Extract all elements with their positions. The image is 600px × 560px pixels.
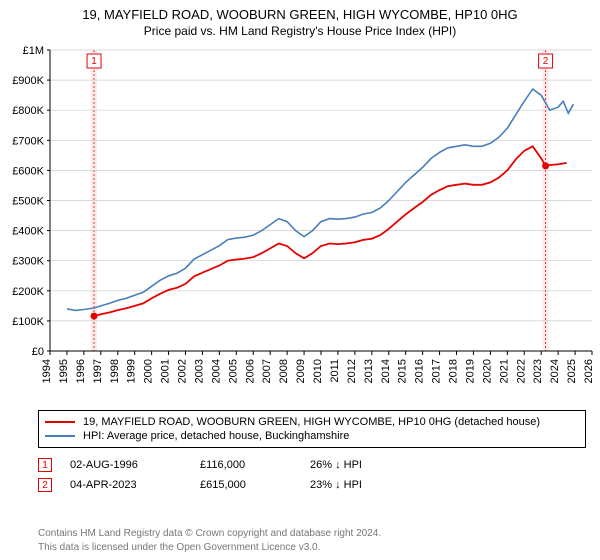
svg-text:1994: 1994 [41, 359, 53, 383]
svg-text:2021: 2021 [498, 359, 510, 383]
marker-diff: 23% ↓ HPI [310, 479, 430, 491]
svg-text:£0: £0 [32, 346, 44, 358]
svg-text:1999: 1999 [126, 359, 138, 383]
marker-row: 2 04-APR-2023 £615,000 23% ↓ HPI [38, 475, 586, 495]
svg-text:2011: 2011 [329, 359, 341, 383]
footer-line: Contains HM Land Registry data © Crown c… [38, 527, 381, 541]
svg-text:2006: 2006 [244, 359, 256, 383]
svg-text:2008: 2008 [278, 359, 290, 383]
marker-badge: 1 [38, 458, 52, 472]
svg-text:2019: 2019 [464, 359, 476, 383]
marker-table: 1 02-AUG-1996 £116,000 26% ↓ HPI 2 04-AP… [38, 455, 586, 495]
svg-text:2017: 2017 [431, 359, 443, 383]
line-chart-svg: £0 £100K £200K £300K £400K £500K £600K £700K £80… [0, 44, 600, 399]
svg-text:2010: 2010 [312, 359, 324, 383]
footer: Contains HM Land Registry data © Crown c… [38, 527, 381, 554]
legend-swatch [45, 421, 75, 423]
svg-text:£100K: £100K [12, 316, 44, 328]
svg-text:£800K: £800K [12, 105, 44, 117]
svg-text:2015: 2015 [397, 359, 409, 383]
marker-diff: 26% ↓ HPI [310, 459, 430, 471]
svg-text:£200K: £200K [12, 286, 44, 298]
marker-date: 02-AUG-1996 [70, 459, 200, 471]
svg-text:2020: 2020 [481, 359, 493, 383]
svg-text:2016: 2016 [414, 359, 426, 383]
svg-text:£700K: £700K [12, 135, 44, 147]
marker-row: 1 02-AUG-1996 £116,000 26% ↓ HPI [38, 455, 586, 475]
footer-line: This data is licensed under the Open Gov… [38, 541, 381, 555]
marker-price: £116,000 [200, 459, 310, 471]
svg-text:2001: 2001 [160, 359, 172, 383]
svg-text:1995: 1995 [58, 359, 70, 383]
svg-text:2022: 2022 [515, 359, 527, 383]
svg-text:2024: 2024 [549, 359, 561, 383]
legend-label: 19, MAYFIELD ROAD, WOOBURN GREEN, HIGH W… [83, 416, 540, 428]
svg-text:1996: 1996 [75, 359, 87, 383]
chart-title: 19, MAYFIELD ROAD, WOOBURN GREEN, HIGH W… [0, 0, 600, 24]
svg-text:£300K: £300K [12, 256, 44, 268]
svg-text:2: 2 [543, 56, 549, 67]
svg-text:2005: 2005 [227, 359, 239, 383]
svg-text:2009: 2009 [295, 359, 307, 383]
marker-price: £615,000 [200, 479, 310, 491]
svg-text:£600K: £600K [12, 165, 44, 177]
chart-container: 19, MAYFIELD ROAD, WOOBURN GREEN, HIGH W… [0, 0, 600, 560]
svg-text:2025: 2025 [566, 359, 578, 383]
svg-text:2012: 2012 [346, 359, 358, 383]
legend-row: 19, MAYFIELD ROAD, WOOBURN GREEN, HIGH W… [45, 415, 579, 429]
svg-text:1: 1 [91, 56, 97, 67]
svg-text:£1M: £1M [23, 45, 44, 57]
svg-text:2007: 2007 [261, 359, 273, 383]
svg-text:2014: 2014 [380, 359, 392, 383]
legend-row: HPI: Average price, detached house, Buck… [45, 429, 579, 443]
svg-text:1997: 1997 [92, 359, 104, 383]
legend-swatch [45, 435, 75, 437]
svg-text:2000: 2000 [143, 359, 155, 383]
svg-text:2013: 2013 [363, 359, 375, 383]
chart-subtitle: Price paid vs. HM Land Registry's House … [0, 24, 600, 42]
chart-area: £0 £100K £200K £300K £400K £500K £600K £700K £80… [0, 44, 600, 399]
marker-badge: 2 [38, 478, 52, 492]
legend: 19, MAYFIELD ROAD, WOOBURN GREEN, HIGH W… [38, 410, 586, 448]
marker-date: 04-APR-2023 [70, 479, 200, 491]
svg-text:2018: 2018 [448, 359, 460, 383]
svg-text:£900K: £900K [12, 75, 44, 87]
svg-text:2002: 2002 [177, 359, 189, 383]
svg-text:2023: 2023 [532, 359, 544, 383]
svg-text:£400K: £400K [12, 226, 44, 238]
svg-text:1998: 1998 [109, 359, 121, 383]
svg-text:2026: 2026 [583, 359, 595, 383]
svg-text:2004: 2004 [210, 359, 222, 383]
legend-label: HPI: Average price, detached house, Buck… [83, 430, 349, 442]
svg-text:2003: 2003 [193, 359, 205, 383]
svg-text:£500K: £500K [12, 196, 44, 208]
